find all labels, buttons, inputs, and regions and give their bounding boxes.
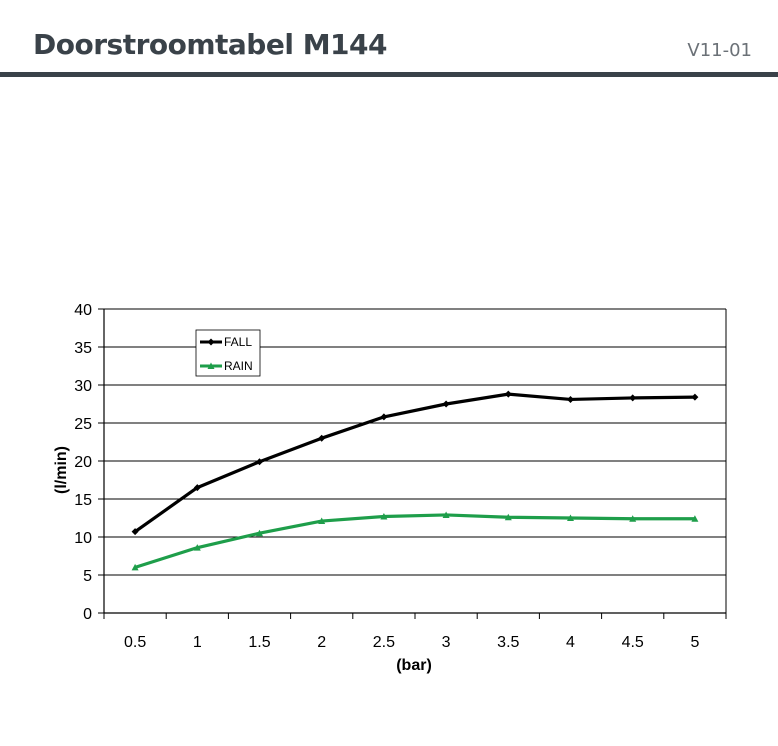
page-header: Doorstroomtabel M144 V11-01 bbox=[0, 0, 778, 78]
series-line-fall bbox=[134, 392, 695, 533]
data-point-fall bbox=[442, 400, 450, 408]
data-point-rain bbox=[691, 515, 699, 522]
x-tick-label: 3 bbox=[442, 634, 451, 651]
data-point-rain bbox=[567, 514, 574, 521]
x-tick-label: 5 bbox=[690, 634, 699, 651]
x-tick-label: 2.5 bbox=[373, 634, 395, 651]
y-tick-label: 0 bbox=[83, 606, 92, 623]
x-tick-label: 2 bbox=[317, 634, 326, 651]
y-axis-title: (l/min) bbox=[53, 446, 70, 494]
data-point-fall bbox=[131, 528, 139, 536]
y-tick-label: 5 bbox=[83, 568, 92, 585]
x-axis-title: (bar) bbox=[396, 657, 432, 674]
page-title: Doorstroomtabel M144 bbox=[33, 28, 388, 61]
legend-marker bbox=[207, 362, 215, 369]
y-tick-label: 35 bbox=[74, 340, 92, 357]
legend-label-rain: RAIN bbox=[224, 359, 253, 373]
data-point-fall bbox=[380, 413, 388, 421]
series-lines bbox=[131, 390, 699, 571]
x-tick-label: 1.5 bbox=[248, 634, 270, 651]
data-point-fall bbox=[691, 393, 699, 401]
header-rule bbox=[0, 72, 778, 77]
y-tick-label: 40 bbox=[74, 302, 92, 319]
series-line-rain bbox=[134, 513, 695, 569]
axes bbox=[98, 308, 727, 619]
x-tick-label: 4 bbox=[566, 634, 575, 651]
data-point-rain bbox=[318, 517, 326, 525]
y-tick-labels: 0 5 10 15 20 25 30 35 40 bbox=[74, 302, 92, 623]
data-point-fall bbox=[256, 458, 263, 466]
y-tick-label: 20 bbox=[74, 454, 92, 471]
version-label: V11-01 bbox=[687, 40, 752, 61]
data-point-rain bbox=[256, 529, 263, 537]
x-tick-label: 3.5 bbox=[497, 634, 519, 651]
data-point-rain bbox=[193, 544, 201, 551]
y-tick-label: 15 bbox=[74, 492, 92, 509]
data-point-fall bbox=[193, 484, 201, 492]
data-point-rain bbox=[504, 513, 512, 521]
data-point-rain bbox=[629, 515, 637, 522]
data-point-fall bbox=[567, 395, 574, 403]
data-point-rain bbox=[380, 512, 388, 520]
y-tick-label: 25 bbox=[74, 416, 92, 433]
y-tick-label: 30 bbox=[74, 378, 92, 395]
y-tick-label: 10 bbox=[74, 530, 92, 547]
legend: FALL RAIN bbox=[195, 329, 261, 377]
data-point-fall bbox=[504, 390, 512, 398]
data-point-fall bbox=[629, 394, 637, 402]
data-point-rain bbox=[131, 563, 139, 571]
x-tick-label: 4.5 bbox=[622, 634, 644, 651]
x-tick-label: 1 bbox=[193, 634, 202, 651]
x-tick-labels: 0.5 1 1.5 2 2.5 3 3.5 4 4.5 5 bbox=[124, 634, 699, 651]
data-point-fall bbox=[318, 434, 326, 442]
legend-box bbox=[195, 329, 261, 377]
legend-marker bbox=[207, 338, 215, 346]
data-point-rain bbox=[442, 511, 450, 518]
legend-label-fall: FALL bbox=[224, 335, 252, 349]
x-tick-label: 0.5 bbox=[124, 634, 146, 651]
